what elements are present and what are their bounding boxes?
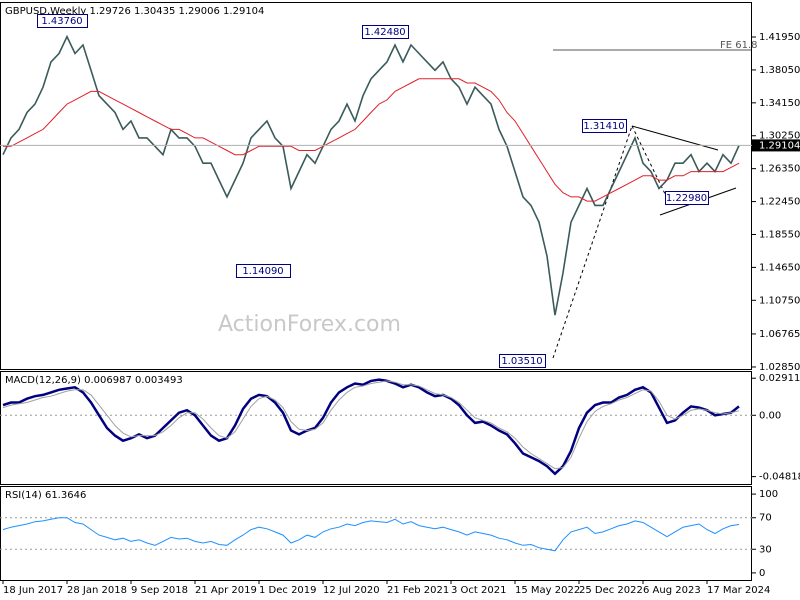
y-tick-label: 1.41950 xyxy=(759,32,800,43)
series-line xyxy=(2,378,740,476)
x-tick-label: 6 Aug 2023 xyxy=(643,585,701,596)
panel-frame xyxy=(0,2,752,370)
panel-frame xyxy=(0,371,752,485)
panel-title: MACD(12,26,9) 0.006987 0.003493 xyxy=(5,375,183,386)
annotation: 1.42480 xyxy=(364,27,405,38)
y-tick-label: 0.029114 xyxy=(759,373,800,384)
y-tick-label: 1.38050 xyxy=(759,65,800,76)
annotation: FE 61.8 xyxy=(720,40,758,51)
y-tick-label: 1.02850 xyxy=(759,362,800,373)
x-tick-label: 21 Apr 2019 xyxy=(195,585,257,596)
series-line xyxy=(2,34,740,316)
annotation: 1.43760 xyxy=(41,16,82,27)
y-tick-label: 1.06765 xyxy=(759,329,800,340)
y-tick-label: 30 xyxy=(759,544,772,555)
annotation-box xyxy=(499,354,546,368)
x-tick-label: 12 Jul 2020 xyxy=(323,585,380,596)
annotation-box xyxy=(582,119,627,133)
watermark: ActionForex.com xyxy=(218,312,401,337)
series-line xyxy=(2,380,740,470)
x-tick-label: 18 Jun 2017 xyxy=(3,585,63,596)
y-tick-label: 0 xyxy=(759,568,765,579)
series-line xyxy=(3,78,740,202)
x-tick-label: 9 Sep 2018 xyxy=(131,585,188,596)
annotation: 1.22980 xyxy=(666,193,707,204)
x-tick-label: 17 Mar 2024 xyxy=(707,585,770,596)
y-tick-label: -0.048189 xyxy=(759,472,800,483)
x-tick-label: 28 Jan 2018 xyxy=(67,585,127,596)
y-tick-label: 1.26350 xyxy=(759,164,800,175)
y-tick-label: 1.30250 xyxy=(759,131,800,142)
x-tick-label: 21 Feb 2021 xyxy=(387,585,449,596)
annotation: 1.03510 xyxy=(501,356,542,367)
series-line xyxy=(2,517,740,552)
annotation-box xyxy=(362,25,409,39)
y-tick-label: 1.14650 xyxy=(759,262,800,273)
trend-line xyxy=(552,125,633,359)
x-tick-label: 25 Dec 2022 xyxy=(579,585,643,596)
x-tick-label: 15 May 2022 xyxy=(515,585,580,596)
panel-title: GBPUSD,Weekly 1.29726 1.30435 1.29006 1.… xyxy=(5,6,264,17)
panel-frame xyxy=(0,486,752,581)
x-tick-label: 3 Oct 2021 xyxy=(451,585,506,596)
y-tick-label: 100 xyxy=(759,489,778,500)
y-tick-label: 1.18550 xyxy=(759,229,800,240)
trend-line xyxy=(631,125,719,151)
last-price-label: 1.29104 xyxy=(759,140,800,151)
annotation-box xyxy=(236,264,291,278)
trend-line xyxy=(631,125,669,201)
y-tick-label: 0.00 xyxy=(759,410,781,421)
y-tick-label: 1.34150 xyxy=(759,98,800,109)
last-price-box xyxy=(752,139,800,152)
panel-title: RSI(14) 61.3646 xyxy=(5,490,86,501)
annotation: 1.14090 xyxy=(242,266,283,277)
y-tick-label: 1.22450 xyxy=(759,197,800,208)
annotation-box xyxy=(37,14,88,28)
annotation-box xyxy=(665,191,709,205)
y-tick-label: 1.10750 xyxy=(759,295,800,306)
x-tick-label: 1 Dec 2019 xyxy=(259,585,317,596)
annotation: 1.31410 xyxy=(583,121,624,132)
y-tick-label: 70 xyxy=(759,513,772,524)
